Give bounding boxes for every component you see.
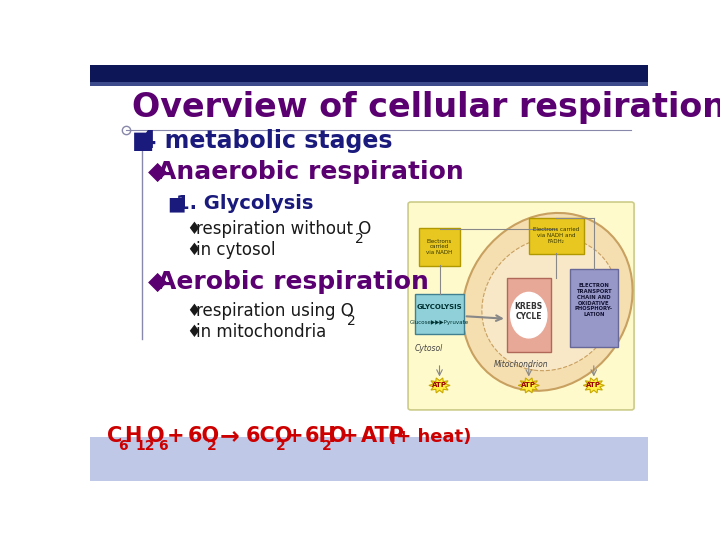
- Text: in cytosol: in cytosol: [196, 241, 276, 259]
- Text: respiration without O: respiration without O: [196, 220, 372, 239]
- Text: GLYCOLYSIS: GLYCOLYSIS: [417, 304, 462, 310]
- Ellipse shape: [482, 237, 618, 370]
- Text: ATP: ATP: [432, 382, 447, 388]
- Text: Glucose▶▶▶Pyruvate: Glucose▶▶▶Pyruvate: [410, 320, 469, 325]
- Text: (+ heat): (+ heat): [388, 428, 472, 446]
- Text: O: O: [329, 426, 346, 446]
- FancyBboxPatch shape: [415, 294, 464, 334]
- FancyBboxPatch shape: [507, 279, 551, 352]
- Text: 6O: 6O: [188, 426, 220, 446]
- Text: KREBS
CYCLE: KREBS CYCLE: [515, 302, 543, 321]
- Text: 2: 2: [276, 439, 286, 453]
- Polygon shape: [518, 378, 539, 393]
- Text: +: +: [341, 426, 359, 446]
- Text: Overview of cellular respiration: Overview of cellular respiration: [132, 91, 720, 124]
- Text: H: H: [125, 426, 142, 446]
- Text: Mitochondrion: Mitochondrion: [494, 360, 549, 369]
- Polygon shape: [583, 378, 604, 393]
- Text: Electrons
carried
via NADH: Electrons carried via NADH: [426, 239, 453, 255]
- Text: ATP: ATP: [521, 382, 536, 388]
- Text: +: +: [167, 426, 184, 446]
- Text: Aerobic respiration: Aerobic respiration: [157, 271, 429, 294]
- Text: ◆: ◆: [148, 271, 167, 294]
- Text: respiration using O: respiration using O: [196, 302, 354, 320]
- FancyBboxPatch shape: [570, 269, 618, 347]
- Text: 2: 2: [355, 232, 364, 246]
- Text: 6H: 6H: [305, 426, 337, 446]
- FancyBboxPatch shape: [90, 82, 648, 85]
- FancyBboxPatch shape: [528, 218, 584, 254]
- Text: 2: 2: [347, 314, 356, 328]
- Text: ♦: ♦: [186, 220, 201, 239]
- Text: +: +: [285, 426, 303, 446]
- Text: ■: ■: [132, 129, 154, 153]
- Text: 4 metabolic stages: 4 metabolic stages: [140, 129, 392, 153]
- Text: O: O: [148, 426, 165, 446]
- Text: 2: 2: [322, 439, 332, 453]
- Text: ■: ■: [167, 194, 185, 213]
- Text: ♦: ♦: [186, 241, 201, 259]
- Text: ATP: ATP: [361, 426, 405, 446]
- FancyBboxPatch shape: [418, 228, 461, 266]
- Text: ELECTRON
TRANSPORT
CHAIN AND
OXIDATIVE
PHOSPHORY-
LATION: ELECTRON TRANSPORT CHAIN AND OXIDATIVE P…: [575, 284, 613, 318]
- Text: ♦: ♦: [186, 302, 201, 320]
- Ellipse shape: [510, 292, 547, 338]
- Text: 6: 6: [118, 439, 127, 453]
- FancyBboxPatch shape: [90, 65, 648, 82]
- Text: C: C: [107, 426, 122, 446]
- Text: Cytosol: Cytosol: [414, 344, 443, 353]
- Polygon shape: [429, 378, 450, 393]
- Text: ◆: ◆: [148, 160, 167, 184]
- Text: Anaerobic respiration: Anaerobic respiration: [157, 160, 464, 184]
- Text: in mitochondria: in mitochondria: [196, 323, 326, 341]
- Text: 6CO: 6CO: [246, 426, 294, 446]
- Text: ATP: ATP: [586, 382, 601, 388]
- Text: ♦: ♦: [186, 323, 201, 341]
- Text: 1. Glycolysis: 1. Glycolysis: [176, 194, 314, 213]
- Text: 2: 2: [207, 439, 217, 453]
- FancyBboxPatch shape: [90, 437, 648, 481]
- Ellipse shape: [462, 213, 633, 391]
- Text: →: →: [220, 424, 239, 448]
- Text: 12: 12: [136, 439, 156, 453]
- Text: 6: 6: [158, 439, 168, 453]
- Text: Electrons carried
via NADH and
FADH₂: Electrons carried via NADH and FADH₂: [534, 227, 580, 244]
- FancyBboxPatch shape: [408, 202, 634, 410]
